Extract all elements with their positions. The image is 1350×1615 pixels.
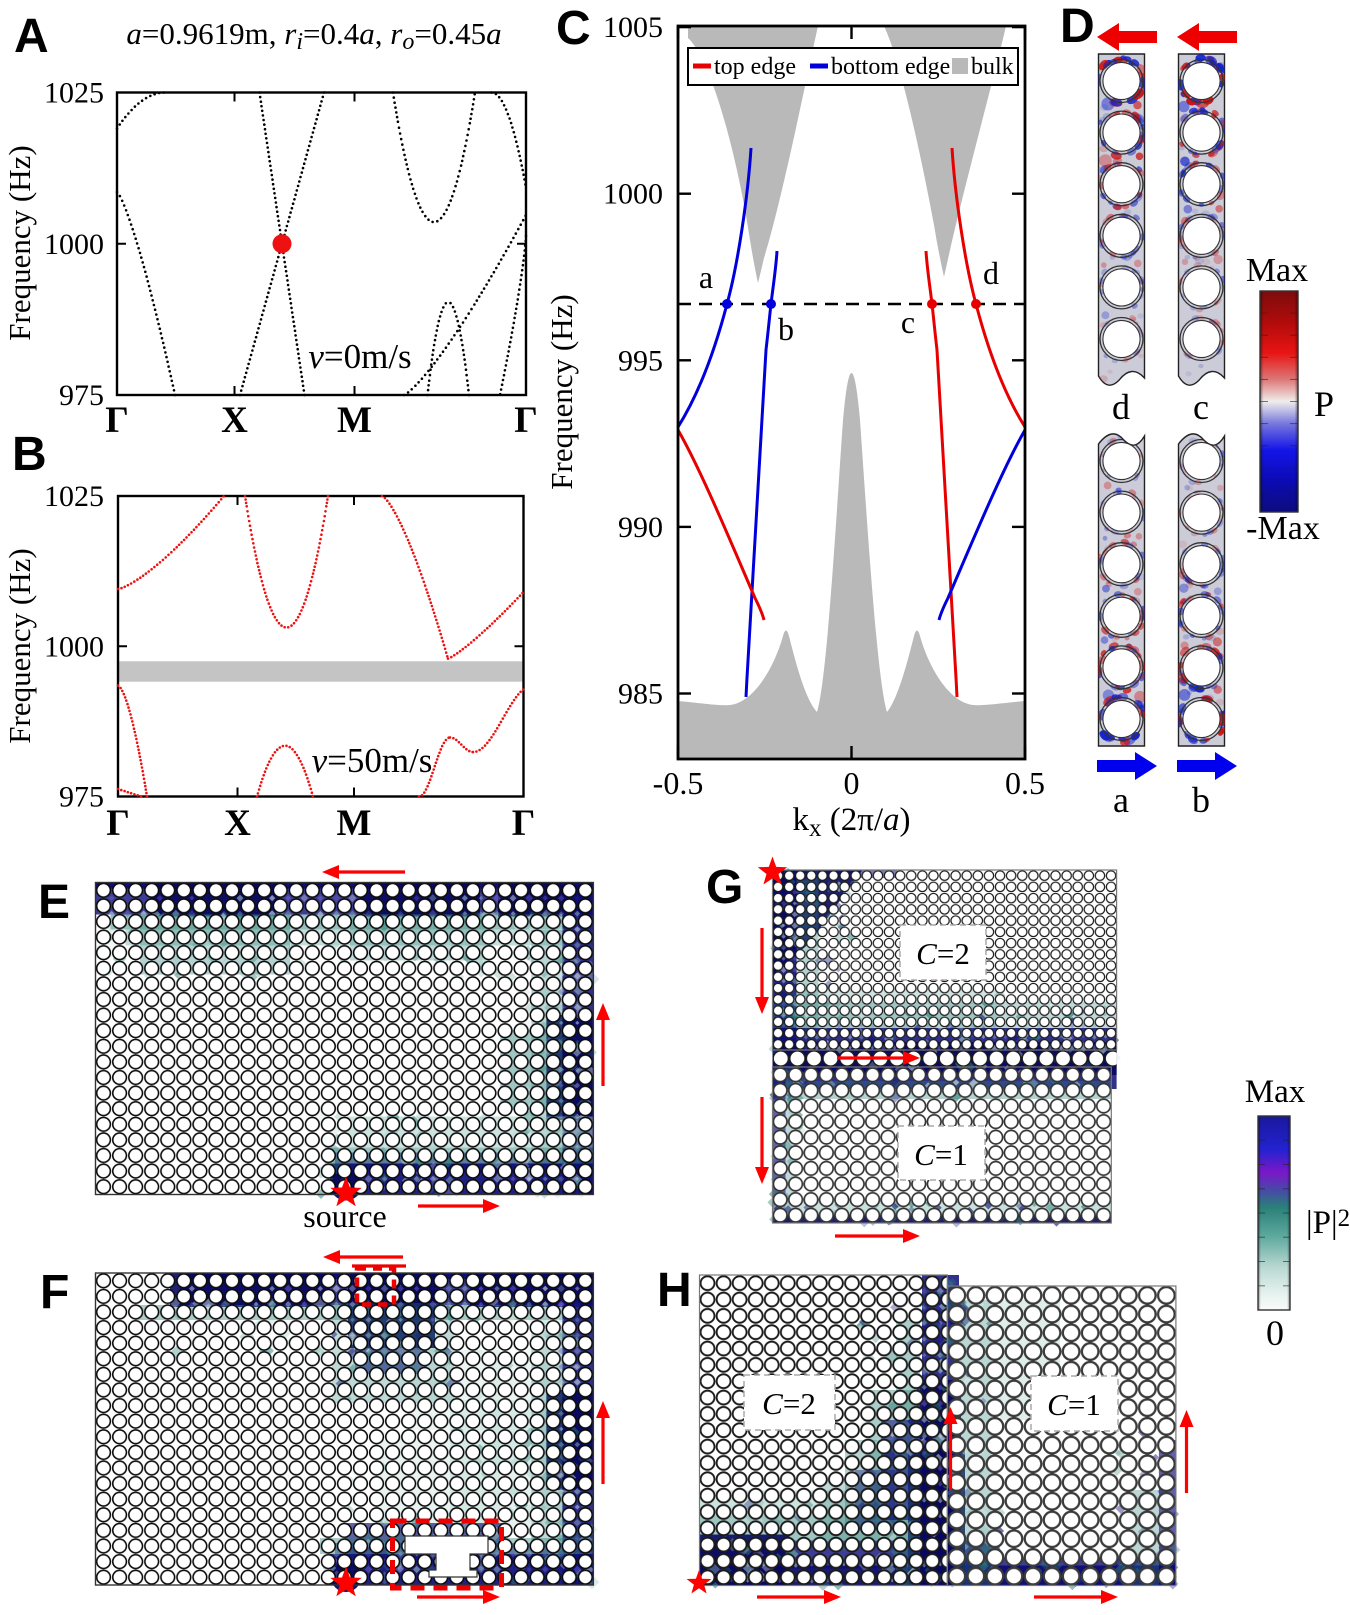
svg-text:X: X [224, 803, 251, 844]
svg-text:1025: 1025 [44, 480, 104, 513]
svg-text:975: 975 [59, 379, 104, 412]
svg-text:0: 0 [844, 765, 860, 801]
svg-text:Γ: Γ [512, 803, 536, 844]
svg-text:1000: 1000 [44, 630, 104, 663]
svg-text:F: F [40, 1266, 69, 1319]
svg-text:-Max: -Max [1246, 510, 1320, 547]
svg-text:C=1: C=1 [1047, 1387, 1101, 1422]
svg-text:M: M [337, 400, 372, 441]
svg-text:X: X [221, 400, 248, 441]
svg-text:P: P [1314, 384, 1334, 424]
svg-text:C=1: C=1 [914, 1137, 968, 1172]
svg-text:1000: 1000 [44, 228, 104, 261]
svg-text:Frequency (Hz): Frequency (Hz) [544, 294, 579, 489]
svg-text:Max: Max [1245, 1074, 1306, 1110]
svg-text:C=2: C=2 [916, 936, 970, 971]
svg-text:top edge: top edge [714, 54, 796, 80]
svg-text:b: b [778, 311, 794, 347]
svg-text:Max: Max [1246, 252, 1308, 289]
svg-text:0: 0 [1266, 1313, 1284, 1353]
svg-text:A: A [14, 10, 49, 63]
svg-text:Frequency (Hz): Frequency (Hz) [2, 145, 37, 340]
svg-text:B: B [12, 428, 47, 481]
svg-text:0.5: 0.5 [1005, 765, 1045, 801]
svg-text:Frequency (Hz): Frequency (Hz) [2, 548, 37, 743]
svg-text:v=50m/s: v=50m/s [312, 741, 433, 780]
svg-text:G: G [706, 861, 743, 914]
svg-text:c: c [1193, 387, 1209, 427]
svg-text:Γ: Γ [106, 803, 130, 844]
svg-text:1005: 1005 [603, 11, 663, 44]
svg-text:990: 990 [618, 511, 663, 544]
svg-text:b: b [1192, 780, 1210, 820]
svg-text:d: d [983, 255, 999, 291]
svg-text:Γ: Γ [105, 400, 129, 441]
svg-text:v=0m/s: v=0m/s [308, 337, 411, 376]
svg-text:1025: 1025 [44, 77, 104, 110]
svg-text:source: source [303, 1198, 387, 1234]
svg-text:995: 995 [618, 344, 663, 377]
svg-text:bulk: bulk [971, 54, 1014, 80]
svg-text:985: 985 [618, 678, 663, 711]
svg-text:1000: 1000 [603, 178, 663, 211]
svg-text:C: C [556, 2, 591, 55]
svg-text:975: 975 [59, 781, 104, 814]
svg-text:c: c [901, 304, 915, 340]
svg-text:a=0.9619m, ri=0.4a, ro=0.45a: a=0.9619m, ri=0.4a, ro=0.45a [126, 16, 501, 55]
svg-text:D: D [1060, 0, 1095, 53]
svg-text:H: H [657, 1264, 692, 1317]
svg-text:M: M [337, 803, 372, 844]
svg-text:a: a [1113, 780, 1129, 820]
svg-text:-0.5: -0.5 [653, 765, 704, 801]
svg-text:d: d [1112, 387, 1130, 427]
svg-text:E: E [38, 876, 70, 929]
svg-text:a: a [699, 259, 713, 295]
svg-text:bottom edge: bottom edge [831, 54, 950, 80]
svg-text:C=2: C=2 [762, 1386, 816, 1421]
svg-text:Γ: Γ [514, 400, 538, 441]
